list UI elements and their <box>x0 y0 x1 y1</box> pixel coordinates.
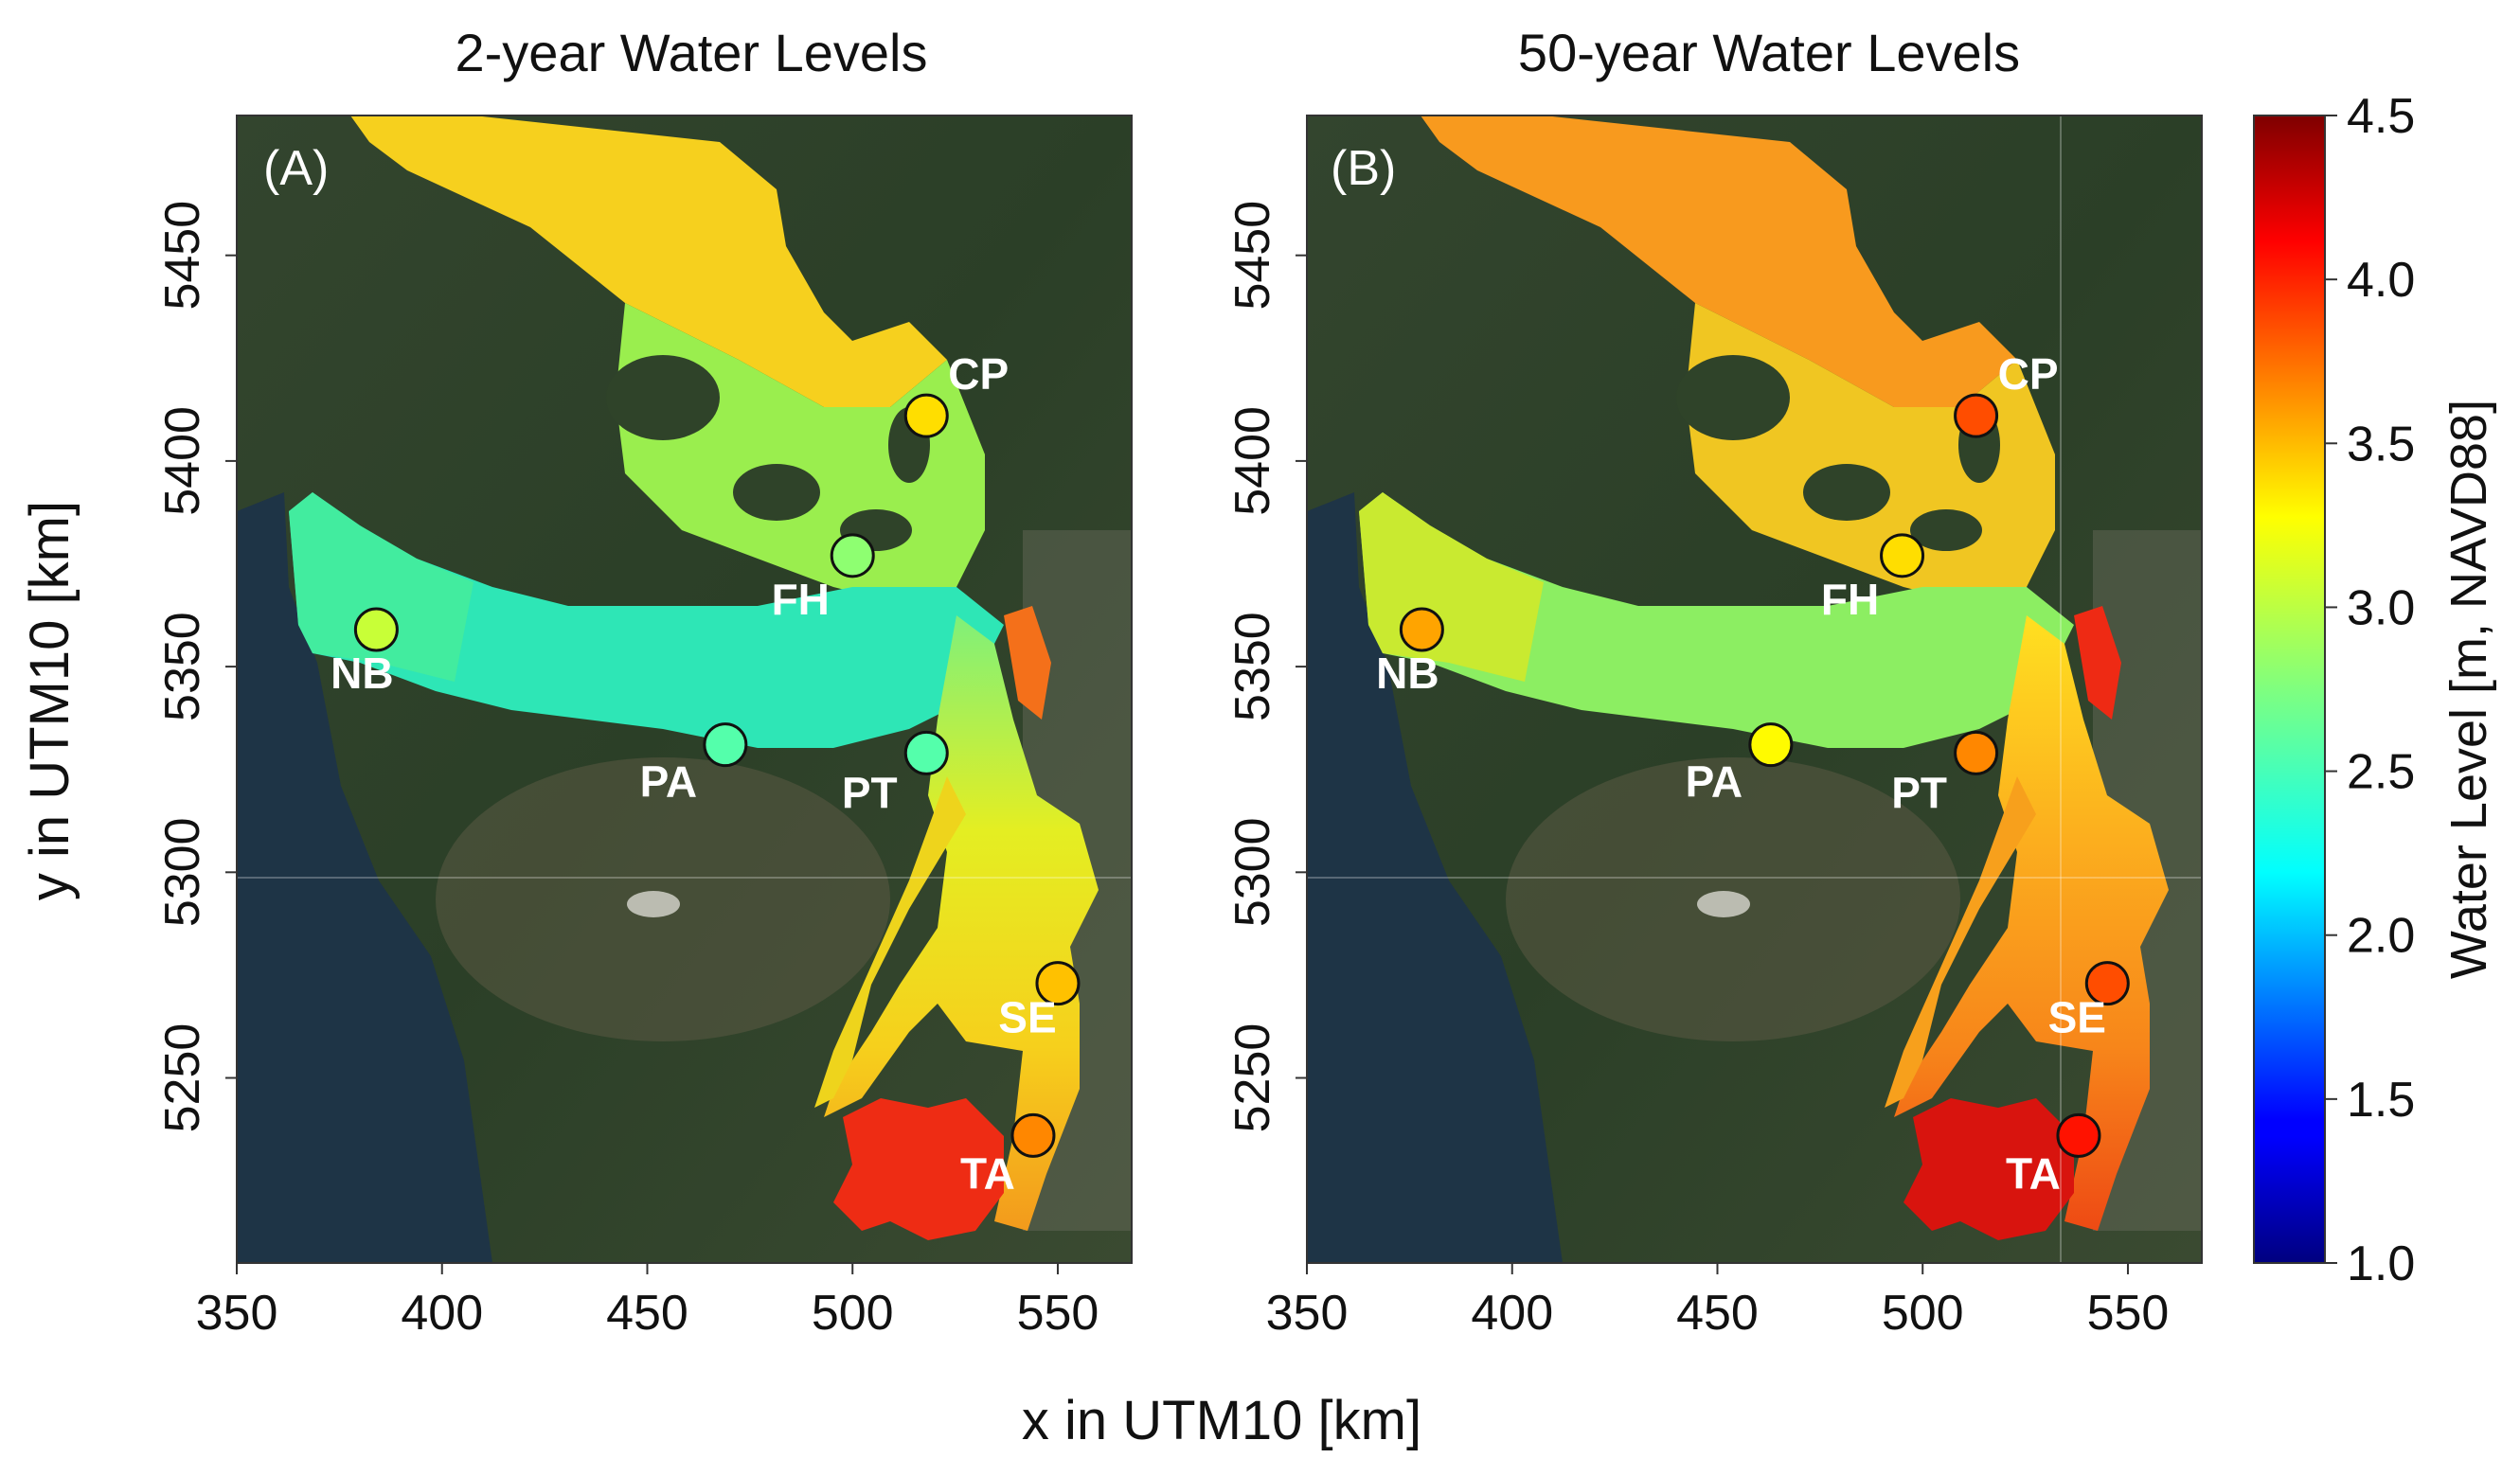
x-tick-label: 400 <box>401 1286 483 1341</box>
hood-canal <box>814 776 966 1108</box>
stations: CP FH NB PA PT SE TA <box>1376 349 2130 1198</box>
station-marker-cp <box>903 393 949 438</box>
y-tick-label: 5250 <box>155 1023 210 1133</box>
south-sound <box>833 1098 1004 1240</box>
ocean <box>1307 492 1563 1263</box>
station-marker-se <box>1035 961 1081 1006</box>
station-label: NB <box>1376 649 1439 698</box>
station-label: FH <box>1821 575 1879 624</box>
y-tick-label: 5300 <box>155 817 210 927</box>
snow-cap <box>627 891 680 917</box>
colorbar-tick-label: 1.5 <box>2347 1073 2415 1128</box>
station-marker-nb <box>1399 607 1444 652</box>
station-marker-cp <box>1954 393 1999 438</box>
colorbar-tick-label: 2.5 <box>2347 745 2415 800</box>
colorbar-tick-label: 2.0 <box>2347 909 2415 964</box>
station-marker-se <box>2084 961 2130 1006</box>
station-label: CP <box>1998 349 2059 399</box>
strait-of-georgia <box>350 116 947 407</box>
island <box>606 355 720 440</box>
axis-ticks: 350 400 450 500 550 5250 5300 5350 5400 5450 <box>1225 201 2169 1341</box>
colorbar-gradient <box>2253 115 2326 1264</box>
station-marker-pa <box>703 722 748 768</box>
colorbar-label: Water Level [m, NAVD88] <box>2440 400 2497 979</box>
puget-sound <box>824 615 1099 1231</box>
station-label: FH <box>772 575 830 624</box>
island <box>1803 464 1890 521</box>
station-marker-pt <box>1954 730 1999 775</box>
snow-cap <box>1697 891 1750 917</box>
strait-of-juan-de-fuca <box>289 492 1004 748</box>
x-axis-label: x in UTM10 [km] <box>1022 1390 1421 1451</box>
station-label: NB <box>331 649 393 698</box>
x-tick-label: 550 <box>2087 1286 2170 1341</box>
colorbar-tick-label: 3.0 <box>2347 580 2415 635</box>
x-tick-label: 450 <box>606 1286 688 1341</box>
colorbar-tick-label: 1.0 <box>2347 1236 2415 1291</box>
y-tick-label: 5450 <box>155 201 210 311</box>
colorbar-tick-label: 4.0 <box>2347 253 2415 308</box>
station-label: PT <box>1891 768 1947 817</box>
island <box>733 464 820 521</box>
station-marker-pt <box>903 730 949 775</box>
puget-sound <box>1894 615 2169 1231</box>
x-tick-label: 500 <box>1882 1286 1964 1341</box>
station-marker-ta <box>2056 1112 2101 1158</box>
station-marker-ta <box>1010 1112 1056 1158</box>
colorbar-tick-label: 4.5 <box>2347 89 2415 144</box>
station-label: TA <box>960 1148 1015 1198</box>
colorbar: 1.0 1.5 2.0 2.5 3.0 3.5 4.0 4.5 Water Level [m,… <box>2253 89 2497 1291</box>
y-tick-label: 5350 <box>155 612 210 721</box>
panel-letter: (A) <box>263 141 329 196</box>
x-tick-label: 550 <box>1017 1286 1099 1341</box>
hood-canal <box>1885 776 2036 1108</box>
station-marker-fh <box>830 533 875 578</box>
station-label: TA <box>2006 1148 2061 1198</box>
colorbar-ticks: 1.0 1.5 2.0 2.5 3.0 3.5 4.0 4.5 <box>2325 89 2415 1291</box>
station-marker-nb <box>353 607 399 652</box>
axis-ticks: 350 400 450 500 550 5250 5300 5350 5400 5450 <box>155 201 1099 1341</box>
whidbey-basin <box>2074 606 2121 720</box>
axes-frame <box>236 115 1133 1264</box>
strait-west-tint <box>289 492 474 682</box>
x-tick-label: 400 <box>1471 1286 1553 1341</box>
panel-title: 2-year Water Levels <box>456 23 928 82</box>
y-tick-label: 5250 <box>1225 1023 1280 1133</box>
panel-title: 50-year Water Levels <box>1518 23 2020 82</box>
south-sound <box>1903 1098 2074 1240</box>
whidbey-basin <box>1004 606 1051 720</box>
panel-b: 50-year Water Levels (B) 350 400 450 500 550… <box>1225 23 2203 1341</box>
station-label: PT <box>842 768 898 817</box>
y-axis-label: y in UTM10 [km] <box>19 501 80 900</box>
station-label: PA <box>1686 757 1743 807</box>
x-tick-label: 350 <box>1266 1286 1349 1341</box>
strait-of-juan-de-fuca <box>1359 492 2074 748</box>
panel-letter: (B) <box>1331 141 1396 196</box>
y-tick-label: 5450 <box>1225 201 1280 311</box>
station-marker-fh <box>1880 533 1925 578</box>
y-tick-label: 5400 <box>155 406 210 516</box>
station-label: SE <box>2048 993 2106 1042</box>
x-tick-label: 350 <box>196 1286 278 1341</box>
stations: CP FH NB PA PT SE TA <box>331 349 1081 1198</box>
strait-of-georgia <box>1421 116 2017 407</box>
station-label: PA <box>640 757 698 807</box>
station-label: CP <box>948 349 1009 399</box>
colorbar-tick-label: 3.5 <box>2347 417 2415 471</box>
station-label: SE <box>998 993 1056 1042</box>
axes-frame <box>1306 115 2203 1264</box>
y-tick-label: 5350 <box>1225 612 1280 721</box>
panel-a: 2-year Water Levels (A) 350 400 450 500 550 5… <box>155 23 1133 1341</box>
y-tick-label: 5300 <box>1225 817 1280 927</box>
island <box>1676 355 1790 440</box>
x-tick-label: 500 <box>812 1286 894 1341</box>
ocean <box>237 492 492 1263</box>
y-tick-label: 5400 <box>1225 406 1280 516</box>
island <box>1910 509 1982 551</box>
station-marker-pa <box>1748 722 1794 768</box>
x-tick-label: 450 <box>1676 1286 1759 1341</box>
